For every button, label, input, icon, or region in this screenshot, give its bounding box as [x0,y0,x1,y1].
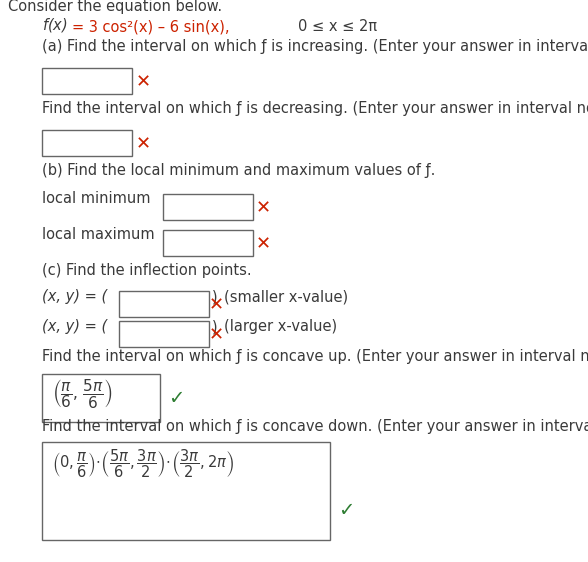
Text: (b) Find the local minimum and maximum values of ƒ.: (b) Find the local minimum and maximum v… [42,163,435,178]
Text: (x, y) = (: (x, y) = ( [42,289,107,304]
Text: ✓: ✓ [168,388,185,407]
Text: ): ) [212,289,218,304]
Text: = 3 cos²(x) – 6 sin(x),: = 3 cos²(x) – 6 sin(x), [72,19,229,34]
Bar [42,130,132,156]
Text: 0 ≤ x ≤ 2π: 0 ≤ x ≤ 2π [298,19,377,34]
Bar [119,291,209,317]
Text: (c) Find the inflection points.: (c) Find the inflection points. [42,263,252,278]
Bar [119,321,209,347]
Text: $\left(\dfrac{\pi}{6},\,\dfrac{5\pi}{6}\right)$: $\left(\dfrac{\pi}{6},\,\dfrac{5\pi}{6}\… [52,377,113,410]
Text: ✓: ✓ [338,501,355,519]
Text: local maximum: local maximum [42,227,155,242]
Text: (smaller x-value): (smaller x-value) [224,289,348,304]
Text: ✕: ✕ [256,199,271,217]
Text: local minimum: local minimum [42,191,151,206]
Text: $f$($x$): $f$($x$) [42,16,68,34]
Bar [42,374,160,422]
Text: ✕: ✕ [209,296,224,314]
Text: (a) Find the interval on which ƒ is increasing. (Enter your answer in interval n: (a) Find the interval on which ƒ is incr… [42,39,588,54]
Text: ✕: ✕ [256,235,271,253]
Text: Find the interval on which ƒ is concave up. (Enter your answer in interval notat: Find the interval on which ƒ is concave … [42,349,588,364]
Text: $\left(0,\dfrac{\pi}{6}\right)\!\cdot\!\left(\dfrac{5\pi}{6},\dfrac{3\pi}{2}\rig: $\left(0,\dfrac{\pi}{6}\right)\!\cdot\!\… [52,447,234,479]
Bar [163,194,253,220]
Bar [42,68,132,94]
Text: (larger x-value): (larger x-value) [224,319,337,334]
Text: Find the interval on which ƒ is concave down. (Enter your answer in interval not: Find the interval on which ƒ is concave … [42,419,588,434]
Bar [163,230,253,256]
Text: (x, y) = (: (x, y) = ( [42,319,107,334]
Text: ✕: ✕ [136,73,151,91]
Text: Consider the equation below.: Consider the equation below. [8,0,222,14]
Text: ✕: ✕ [209,326,224,344]
Text: Find the interval on which ƒ is decreasing. (Enter your answer in interval notat: Find the interval on which ƒ is decreasi… [42,101,588,116]
Bar [42,442,330,540]
Text: ): ) [212,319,218,334]
Text: ✕: ✕ [136,135,151,153]
